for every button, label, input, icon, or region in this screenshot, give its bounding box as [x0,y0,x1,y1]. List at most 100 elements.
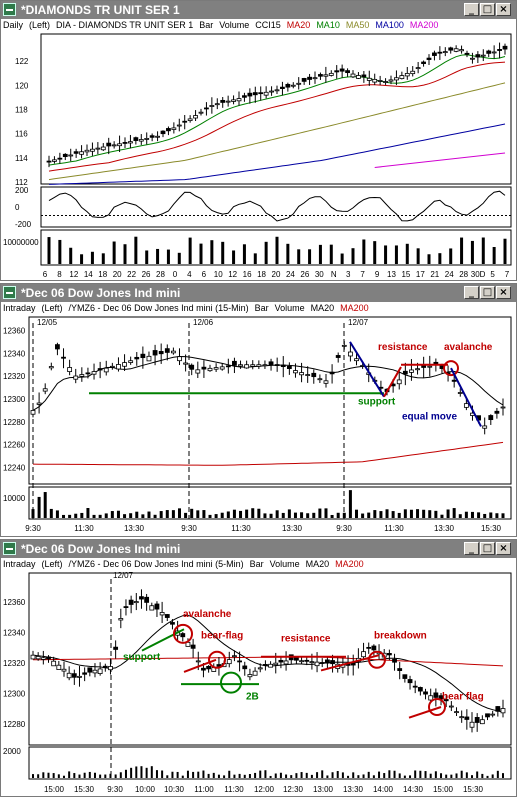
avalanche-circle [443,360,459,377]
price-candle [213,367,219,370]
maximize-button[interactable]: □ [480,286,495,299]
price-candle [109,365,115,368]
header-item: Volume [274,303,305,313]
price-candle [433,692,439,698]
price-candle [216,664,222,667]
y-tick-label: 12300 [3,395,26,404]
header-item: Bar [249,559,264,569]
window-titlebar[interactable]: *Dec 06 Dow Jones Ind mini _ □ × [1,540,516,558]
volume-bar [110,511,114,518]
price-candle [238,364,243,367]
volume-bar [460,237,464,264]
price-candle [56,664,62,670]
price-candle [146,355,152,362]
price-candle [250,364,256,367]
volume-bar [455,773,458,778]
x-tick-label: 15 [401,270,410,279]
price-candle [311,372,317,378]
price-candle [273,662,279,666]
volume-bar [378,771,381,778]
price-candle [111,144,117,147]
volume-bar [275,236,279,264]
y-tick-label: 116 [15,130,28,139]
header-item: MA200 [340,303,369,313]
volume-panel-frame [40,229,512,266]
price-candle [262,364,268,367]
price-candle [164,348,170,353]
price-candle [480,54,486,57]
price-candle [290,84,296,87]
cci-tick-label: 0 [15,203,20,212]
minimize-button[interactable]: _ [464,286,479,299]
volume-bar [232,250,236,264]
minimize-button[interactable]: _ [464,542,479,555]
cci-line [48,190,506,222]
y-tick-label: 12280 [3,418,26,427]
chart-app-icon [3,542,16,555]
volume-bar [476,771,479,778]
price-candle [286,365,292,369]
y-tick-label: 12260 [3,441,26,450]
price-candle [177,356,182,362]
price-candle [214,103,220,106]
price-candle [314,661,320,667]
header-item: Bar [199,20,214,30]
price-candle [209,105,215,107]
close-button[interactable]: × [496,3,511,16]
ma10-line [48,54,506,166]
volume-bar [481,773,484,778]
window-titlebar[interactable]: *DIAMONDS TR UNIT SER 1 _ □ × [1,1,516,19]
volume-bar [397,512,401,518]
volume-panel-frame [28,746,512,780]
volume-bar [483,513,487,518]
x-tick-label: 6 [202,270,207,279]
ma20-line [48,61,506,172]
price-candle [412,685,418,688]
window-titlebar[interactable]: *Dec 06 Dow Jones Ind mini _ □ × [1,284,516,302]
ma200-line [32,441,504,466]
price-candle [309,661,315,664]
date-label: 12/06 [193,318,214,327]
price-panel-frame [28,572,512,746]
volume-bar [379,511,383,518]
close-button[interactable]: × [496,542,511,555]
price-candle [350,73,356,78]
volume-bar [295,773,298,778]
y-tick-label: 12280 [3,720,26,729]
volume-bar [58,239,62,264]
volume-bar [196,510,200,518]
price-candle [329,371,335,375]
volume-bar [460,770,463,778]
y-tick-label: 12340 [3,349,26,358]
intraday-15min-chart[interactable]: 12360 12340 12320 12300 12280 12260 12240 12/05… [1,315,517,537]
volume-bar [352,772,355,778]
volume-bar [62,514,66,518]
x-tick-label: 13:30 [124,524,145,533]
volume-bar [297,249,301,264]
intraday-5min-chart[interactable]: 12360 12340 12320 12300 12280 12/07 support ava… [1,571,517,797]
close-button[interactable]: × [496,286,511,299]
price-candle [293,370,298,374]
volume-bar [171,510,175,518]
x-tick-label: 11:30 [384,524,404,533]
volume-bar [145,250,149,264]
volume-bar [166,775,169,778]
price-candle [154,603,160,610]
price-candle [257,667,263,670]
price-candle [73,375,79,380]
maximize-button[interactable]: □ [480,3,495,16]
volume-bar [336,512,340,518]
price-candle [334,70,340,73]
x-tick-label: N [331,270,337,279]
price-candle [204,107,209,110]
chart-window-5min: *Dec 06 Dow Jones Ind mini _ □ × Intrada… [0,539,517,797]
ma200-line [32,656,504,667]
price-candle [448,705,454,708]
maximize-button[interactable]: □ [480,542,495,555]
header-item: /YMZ6 - Dec 06 Dow Jones Ind mini (5-Min… [68,559,244,569]
price-candle [459,716,465,719]
volume-bar [112,241,116,264]
minimize-button[interactable]: _ [464,3,479,16]
x-tick-label: 16 [243,270,252,279]
